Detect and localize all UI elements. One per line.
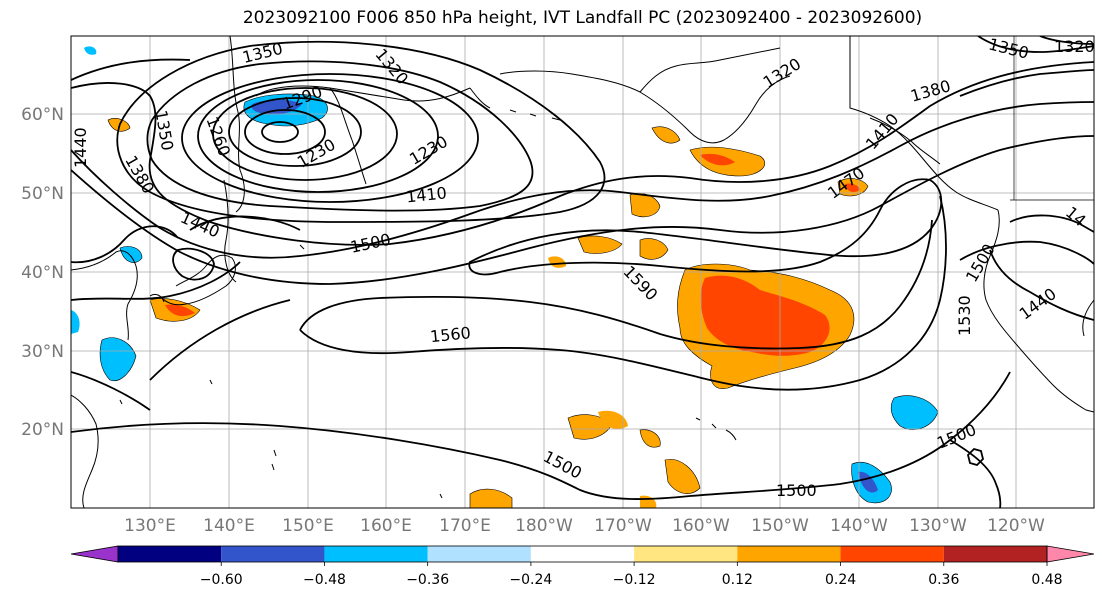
colorbar-segment xyxy=(118,546,222,562)
contour-label: 1500 xyxy=(776,481,817,500)
colorbar-tick-label: 0.12 xyxy=(722,572,753,588)
colorbar-tick-label: 0.24 xyxy=(825,572,856,588)
longitude-label: 140°W xyxy=(830,516,888,536)
longitude-label: 170°W xyxy=(594,516,652,536)
colorbar: −0.60 −0.48 −0.36 −0.24 −0.12 0.12 0.24 0.36 0.4… xyxy=(70,545,1095,588)
colorbar-segment xyxy=(840,546,944,562)
longitude-label: 130°W xyxy=(909,516,967,536)
longitude-label: 150°E xyxy=(282,516,334,536)
colorbar-tick-label: −0.36 xyxy=(406,572,449,588)
contour-label: 1410 xyxy=(405,183,447,206)
colorbar-tick-label: −0.12 xyxy=(613,572,656,588)
longitude-label: 160°W xyxy=(672,516,730,536)
colorbar-segment xyxy=(943,546,1047,562)
colorbar-extend-low xyxy=(70,545,119,563)
latitude-axis: 60°N 50°N 40°N 30°N 20°N xyxy=(21,105,64,440)
longitude-label: 170°E xyxy=(439,516,491,536)
graticule xyxy=(71,36,1094,508)
contour-label: 1320 xyxy=(1054,37,1095,56)
map-frame xyxy=(70,35,1095,509)
latitude-label: 30°N xyxy=(21,342,64,362)
contour-label: 1440 xyxy=(71,127,90,168)
colorbar-segment xyxy=(530,546,635,562)
latitude-label: 50°N xyxy=(21,184,64,204)
colorbar-frame xyxy=(117,545,1048,563)
contour-label: 1560 xyxy=(429,323,471,346)
colorbar-tick-label: −0.24 xyxy=(509,572,552,588)
contour-label: 1530 xyxy=(955,295,974,336)
latitude-label: 40°N xyxy=(21,263,64,283)
colorbar-segment xyxy=(427,546,531,562)
colorbar-segment xyxy=(324,546,428,562)
ivt-shading xyxy=(71,46,939,508)
longitude-axis: 130°E 140°E 150°E 160°E 170°E 180°W 170°… xyxy=(124,516,1045,536)
longitude-label: 180°W xyxy=(515,516,573,536)
latitude-label: 20°N xyxy=(21,420,64,440)
longitude-label: 150°W xyxy=(751,516,809,536)
longitude-label: 160°E xyxy=(360,516,412,536)
colorbar-tick-label: −0.48 xyxy=(303,572,346,588)
colorbar-tick-label: 0.36 xyxy=(928,572,959,588)
colorbar-segment xyxy=(221,546,325,562)
height-contours xyxy=(71,36,1094,508)
colorbar-tick-label: −0.60 xyxy=(200,572,243,588)
latitude-label: 60°N xyxy=(21,105,64,125)
longitude-label: 120°W xyxy=(987,516,1045,536)
colorbar-extend-high xyxy=(1046,545,1095,563)
colorbar-segment xyxy=(737,546,841,562)
longitude-label: 140°E xyxy=(203,516,255,536)
colorbar-tick-label: 0.48 xyxy=(1031,572,1062,588)
map-title: 2023092100 F006 850 hPa height, IVT Land… xyxy=(242,8,923,28)
colorbar-segment xyxy=(634,546,738,562)
longitude-label: 130°E xyxy=(124,516,176,536)
